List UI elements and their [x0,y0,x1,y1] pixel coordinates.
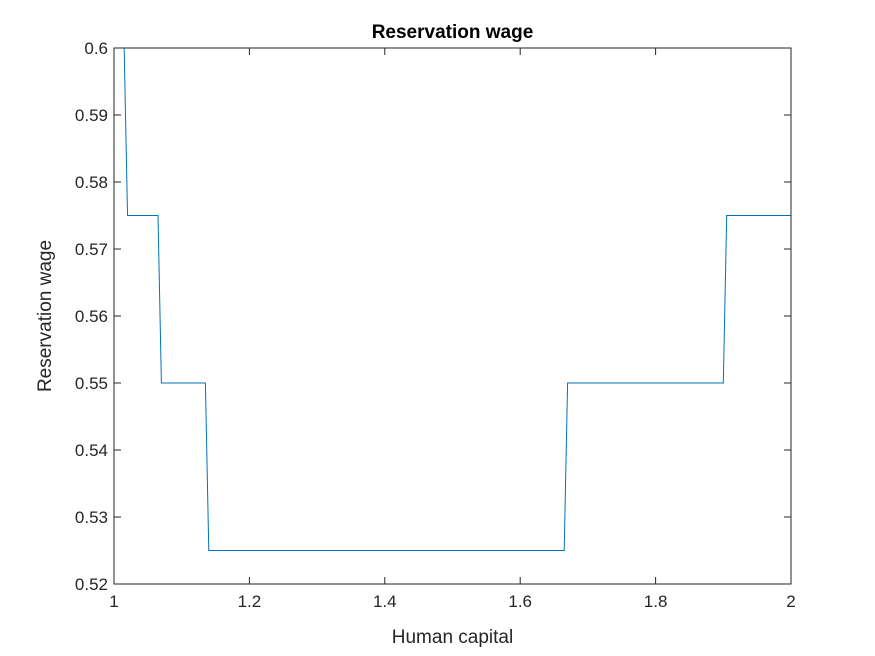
series-layer [114,47,791,551]
x-tick-label: 1.4 [373,592,397,611]
x-tick-label: 1.6 [508,592,532,611]
y-tick-label: 0.6 [84,39,108,58]
y-tick-label: 0.55 [75,374,108,393]
axes-layer: 1 1.2 1.4 1.6 1.8 2 0.52 0.53 0.54 0.55 0.56 0.57 0.… [75,39,796,611]
x-tick-label: 2 [786,592,795,611]
plot-area [114,48,791,584]
y-tick-label: 0.53 [75,508,108,527]
chart-title: Reservation wage [372,22,534,43]
x-tick-label: 1 [109,592,118,611]
x-tick-label: 1.2 [238,592,262,611]
y-axis-label: Reservation wage [35,240,56,392]
x-axis-label: Human capital [392,627,513,648]
x-tick-label: 1.8 [644,592,668,611]
y-tick-label: 0.57 [75,240,108,259]
y-tick-label: 0.59 [75,106,108,125]
series-line-1 [114,47,791,551]
y-tick-label: 0.54 [75,441,108,460]
y-tick-label: 0.56 [75,307,108,326]
y-tick-label: 0.52 [75,575,108,594]
y-tick-label: 0.58 [75,173,108,192]
